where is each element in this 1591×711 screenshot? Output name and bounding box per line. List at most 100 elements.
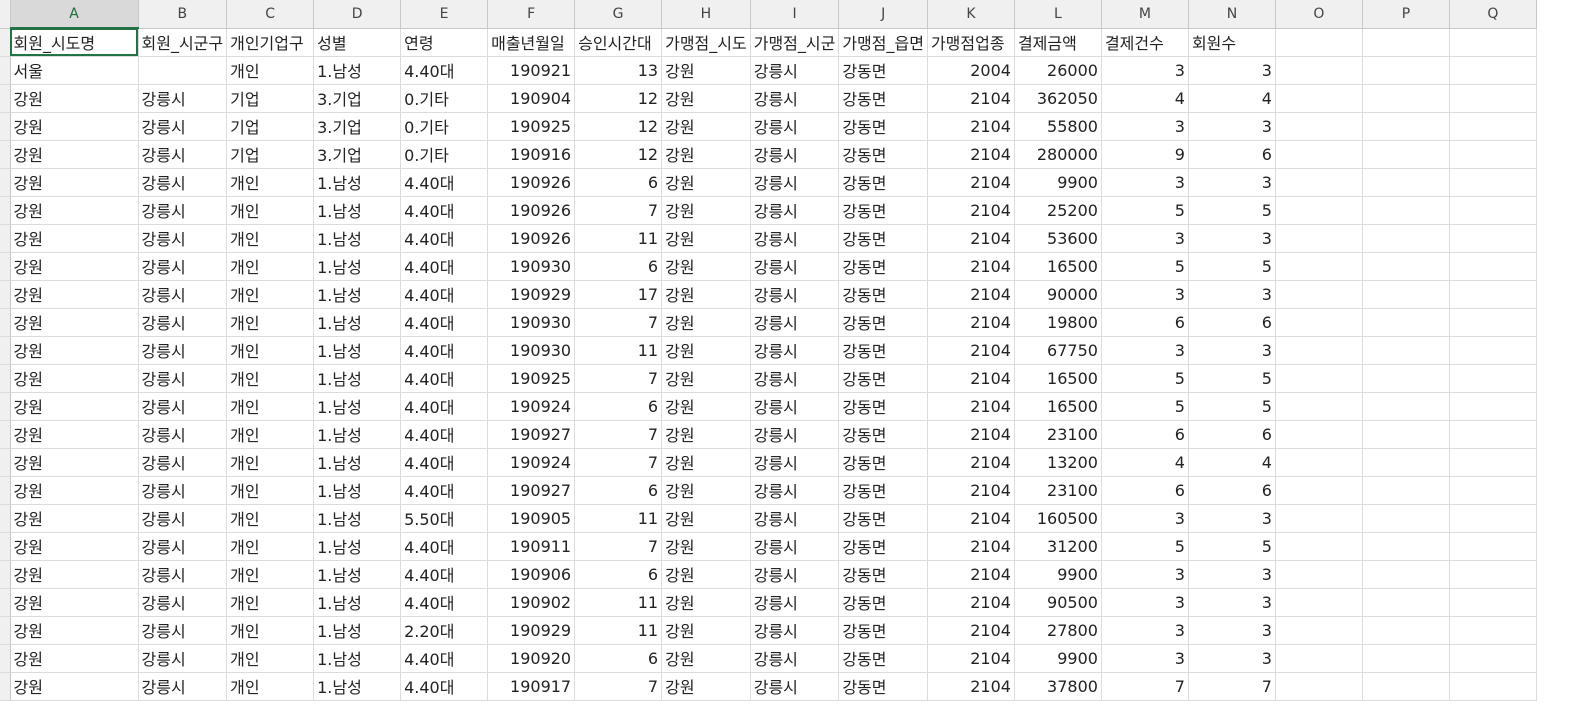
- cell-j[interactable]: 강동면: [838, 196, 928, 225]
- cell-f[interactable]: 190927: [487, 476, 576, 505]
- cell-h[interactable]: 강원: [661, 56, 751, 85]
- cell-l[interactable]: 9900: [1014, 644, 1102, 673]
- cell-o[interactable]: [1275, 672, 1363, 701]
- cell-a[interactable]: 회원_시도명: [10, 28, 139, 57]
- cell-l[interactable]: 67750: [1014, 336, 1102, 365]
- cell-c[interactable]: 개인: [226, 168, 315, 197]
- cell-e[interactable]: 4.40대: [400, 672, 489, 701]
- cell-k[interactable]: 2104: [927, 588, 1015, 617]
- cell-f[interactable]: 190926: [487, 224, 576, 253]
- cell-g[interactable]: 13: [574, 56, 663, 85]
- cell-d[interactable]: 3.기업: [313, 112, 402, 141]
- cell-h[interactable]: 강원: [661, 308, 751, 337]
- cell-p[interactable]: [1362, 56, 1450, 85]
- cell-i[interactable]: 강릉시: [750, 616, 840, 645]
- cell-k[interactable]: 2104: [927, 448, 1015, 477]
- cell-a[interactable]: 강원: [10, 308, 139, 337]
- cell-j[interactable]: 강동면: [838, 588, 928, 617]
- cell-g[interactable]: 6: [574, 644, 663, 673]
- cell-j[interactable]: 강동면: [838, 644, 928, 673]
- cell-e[interactable]: 4.40대: [400, 532, 489, 561]
- cell-b[interactable]: 강릉시: [138, 168, 228, 197]
- row-header[interactable]: [0, 112, 11, 141]
- cell-k[interactable]: 2104: [927, 560, 1015, 589]
- cell-o[interactable]: [1275, 588, 1363, 617]
- cell-b[interactable]: 강릉시: [138, 644, 228, 673]
- cell-d[interactable]: 1.남성: [313, 280, 402, 309]
- cell-o[interactable]: [1275, 364, 1363, 393]
- select-all-corner[interactable]: [0, 0, 11, 29]
- cell-l[interactable]: 37800: [1014, 672, 1102, 701]
- cell-f[interactable]: 190925: [487, 112, 576, 141]
- cell-a[interactable]: 서울: [10, 56, 139, 85]
- cell-a[interactable]: 강원: [10, 644, 139, 673]
- cell-f[interactable]: 190930: [487, 252, 576, 281]
- cell-e[interactable]: 4.40대: [400, 308, 489, 337]
- cell-q[interactable]: [1449, 308, 1537, 337]
- cell-i[interactable]: 강릉시: [750, 672, 840, 701]
- cell-l[interactable]: 53600: [1014, 224, 1102, 253]
- row-header[interactable]: [0, 476, 11, 505]
- row-header[interactable]: [0, 28, 11, 57]
- cell-c[interactable]: 기업: [226, 112, 315, 141]
- cell-k[interactable]: 2104: [927, 308, 1015, 337]
- cell-b[interactable]: 강릉시: [138, 140, 228, 169]
- column-header-h[interactable]: H: [661, 0, 751, 29]
- cell-a[interactable]: 강원: [10, 560, 139, 589]
- row-header[interactable]: [0, 196, 11, 225]
- cell-m[interactable]: 5: [1101, 364, 1189, 393]
- cell-e[interactable]: 4.40대: [400, 588, 489, 617]
- cell-f[interactable]: 190925: [487, 364, 576, 393]
- cell-f[interactable]: 190924: [487, 448, 576, 477]
- cell-g[interactable]: 11: [574, 336, 663, 365]
- row-header[interactable]: [0, 84, 11, 113]
- cell-n[interactable]: 3: [1188, 224, 1276, 253]
- cell-l[interactable]: 90500: [1014, 588, 1102, 617]
- cell-b[interactable]: 강릉시: [138, 588, 228, 617]
- cell-i[interactable]: 강릉시: [750, 112, 840, 141]
- cell-q[interactable]: [1449, 252, 1537, 281]
- cell-l[interactable]: 23100: [1014, 476, 1102, 505]
- cell-j[interactable]: 강동면: [838, 532, 928, 561]
- cell-b[interactable]: 회원_시군구: [138, 28, 228, 57]
- column-header-a[interactable]: A: [10, 0, 139, 29]
- cell-l[interactable]: 16500: [1014, 364, 1102, 393]
- cell-d[interactable]: 1.남성: [313, 56, 402, 85]
- cell-f[interactable]: 매출년월일: [487, 28, 576, 57]
- cell-d[interactable]: 1.남성: [313, 168, 402, 197]
- column-header-g[interactable]: G: [574, 0, 663, 29]
- cell-p[interactable]: [1362, 560, 1450, 589]
- cell-i[interactable]: 강릉시: [750, 392, 840, 421]
- cell-a[interactable]: 강원: [10, 112, 139, 141]
- cell-p[interactable]: [1362, 224, 1450, 253]
- cell-l[interactable]: 19800: [1014, 308, 1102, 337]
- cell-m[interactable]: 7: [1101, 672, 1189, 701]
- cell-c[interactable]: 개인: [226, 588, 315, 617]
- cell-m[interactable]: 3: [1101, 112, 1189, 141]
- cell-c[interactable]: 개인: [226, 560, 315, 589]
- cell-h[interactable]: 강원: [661, 364, 751, 393]
- cell-m[interactable]: 6: [1101, 476, 1189, 505]
- cell-k[interactable]: 가맹점업종: [927, 28, 1015, 57]
- cell-l[interactable]: 23100: [1014, 420, 1102, 449]
- cell-b[interactable]: 강릉시: [138, 224, 228, 253]
- cell-q[interactable]: [1449, 336, 1537, 365]
- cell-d[interactable]: 1.남성: [313, 308, 402, 337]
- cell-f[interactable]: 190927: [487, 420, 576, 449]
- column-header-l[interactable]: L: [1014, 0, 1102, 29]
- cell-j[interactable]: 강동면: [838, 224, 928, 253]
- cell-b[interactable]: 강릉시: [138, 448, 228, 477]
- cell-q[interactable]: [1449, 56, 1537, 85]
- cell-e[interactable]: 4.40대: [400, 224, 489, 253]
- cell-m[interactable]: 4: [1101, 448, 1189, 477]
- cell-c[interactable]: 개인: [226, 504, 315, 533]
- cell-c[interactable]: 개인: [226, 616, 315, 645]
- cell-l[interactable]: 결제금액: [1014, 28, 1102, 57]
- cell-l[interactable]: 9900: [1014, 168, 1102, 197]
- cell-k[interactable]: 2104: [927, 392, 1015, 421]
- cell-m[interactable]: 3: [1101, 616, 1189, 645]
- column-header-c[interactable]: C: [226, 0, 315, 29]
- cell-o[interactable]: [1275, 112, 1363, 141]
- cell-b[interactable]: 강릉시: [138, 280, 228, 309]
- cell-h[interactable]: 강원: [661, 448, 751, 477]
